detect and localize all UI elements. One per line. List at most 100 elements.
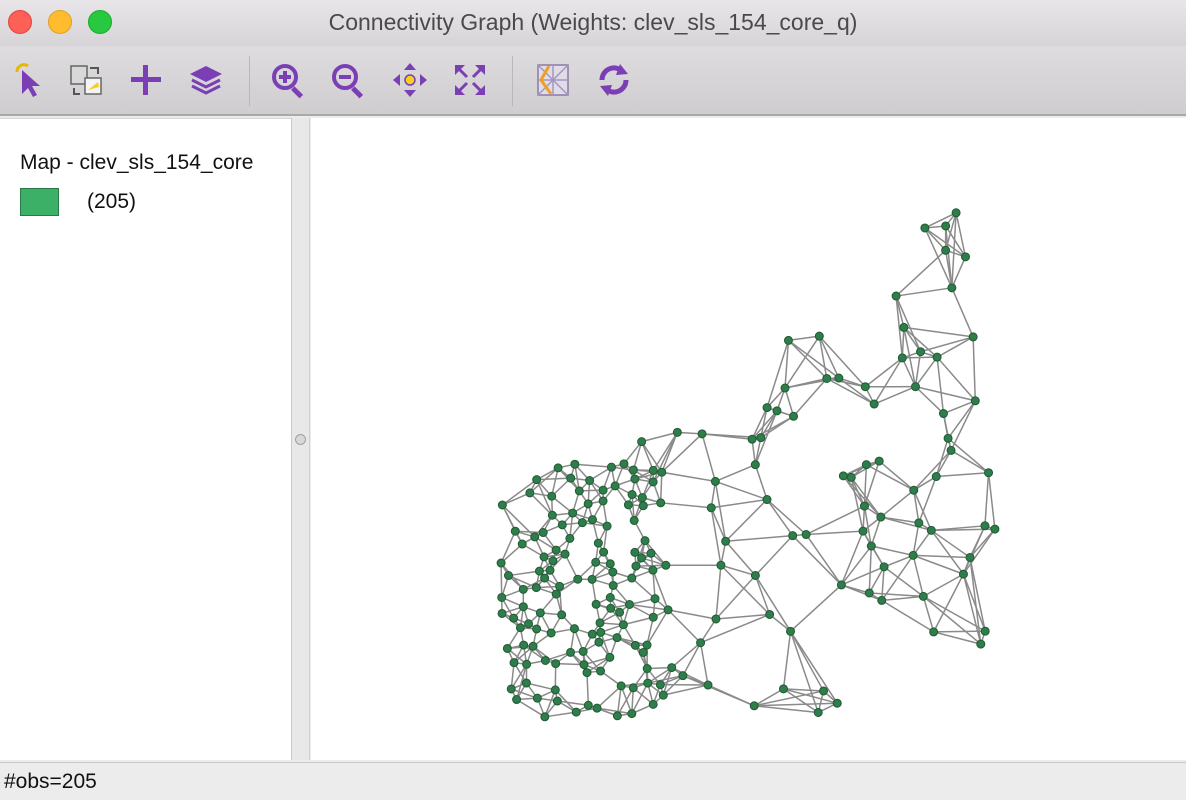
graph-edge (782, 631, 792, 689)
close-window-button[interactable] (8, 10, 32, 34)
graph-node (503, 571, 513, 581)
graph-edge (659, 472, 663, 503)
graph-edge (913, 554, 970, 559)
graph-node (496, 558, 506, 568)
graph-edge (913, 490, 920, 523)
graph-nodes (496, 208, 1000, 722)
graph-edge (629, 603, 654, 618)
graph-node (627, 573, 637, 583)
graph-node (628, 683, 638, 693)
graph-edge (883, 566, 924, 597)
graph-node (697, 429, 707, 439)
graph-edge (725, 498, 768, 542)
panel-splitter[interactable] (292, 118, 310, 760)
graph-edge (671, 642, 702, 669)
graph-edge (783, 688, 838, 704)
graph-edge (500, 530, 516, 564)
graph-edge (574, 463, 612, 468)
graph-edge (754, 535, 794, 576)
graph-node (610, 481, 620, 491)
graph-edge (515, 664, 528, 700)
minimize-window-button[interactable] (48, 10, 72, 34)
graph-node (879, 562, 889, 572)
graph-edge (870, 516, 882, 547)
graph-node (819, 686, 829, 696)
graph-edge (903, 326, 974, 338)
connectivity-graph (496, 208, 1000, 722)
map-canvas[interactable] (311, 118, 1186, 760)
graph-edge (640, 441, 654, 471)
graph-edge (667, 609, 702, 644)
maximize-window-button[interactable] (88, 10, 112, 34)
graph-edge (922, 595, 986, 632)
graph-edge (945, 225, 967, 258)
graph-node (532, 693, 542, 703)
graph-node (510, 526, 520, 536)
graph-edge (501, 479, 538, 506)
graph-node (570, 459, 580, 469)
basemap-icon (537, 64, 569, 96)
graph-edge (557, 700, 589, 707)
graph-edge (754, 705, 819, 714)
graph-node (648, 477, 658, 487)
graph-node (706, 503, 716, 513)
graph-node (899, 322, 909, 332)
graph-edge (868, 545, 873, 594)
graph-edge (596, 685, 622, 709)
graph-node (509, 613, 519, 623)
graph-node (970, 396, 980, 406)
graph-edge (720, 564, 756, 577)
graph-node (606, 603, 616, 613)
graph-edge (841, 584, 883, 602)
graph-node (876, 512, 886, 522)
graph-node (582, 668, 592, 678)
splitter-handle-icon[interactable] (295, 434, 306, 445)
graph-node (909, 485, 919, 495)
graph-edge (871, 545, 914, 557)
graph-edge (863, 460, 880, 507)
graph-edge (751, 410, 778, 440)
graph-edge (922, 573, 964, 598)
graph-edge (944, 225, 953, 288)
graph-edge (984, 472, 990, 526)
selection-shape-icon (70, 65, 102, 95)
graph-node (512, 695, 522, 705)
selection-shape-button[interactable] (66, 60, 106, 100)
graph-edge (913, 489, 932, 531)
graph-node (941, 245, 951, 255)
graph-node (550, 685, 560, 695)
graph-node (943, 433, 953, 443)
graph-edge (754, 575, 771, 615)
layers-button[interactable] (186, 60, 226, 100)
zoom-out-icon (332, 64, 364, 99)
graph-edge (616, 636, 648, 646)
zoom-out-button[interactable] (328, 60, 368, 100)
add-button[interactable] (126, 60, 166, 100)
graph-node (546, 628, 556, 638)
graph-node (588, 515, 598, 525)
full-extent-button[interactable] (450, 60, 490, 100)
pan-button[interactable] (390, 60, 430, 100)
graph-node (518, 602, 528, 612)
graph-edge (922, 595, 982, 645)
graph-edge (924, 227, 947, 251)
graph-edge (554, 689, 577, 713)
legend-swatch[interactable] (20, 188, 59, 216)
legend-title: Map - clev_sls_154_core (20, 151, 254, 174)
graph-node (642, 664, 652, 674)
graph-node (980, 521, 990, 531)
refresh-button[interactable] (594, 60, 634, 100)
select-tool-button[interactable] (8, 60, 48, 100)
graph-edge (943, 400, 976, 415)
graph-edge (532, 645, 557, 665)
graph-node (585, 476, 595, 486)
basemap-button[interactable] (533, 60, 573, 100)
graph-edge (754, 410, 778, 465)
graph-edge (682, 674, 755, 707)
graph-edge (880, 516, 919, 524)
graph-edge (931, 525, 986, 532)
zoom-in-button[interactable] (268, 60, 308, 100)
graph-edge (652, 570, 656, 599)
graph-node (648, 465, 658, 475)
graph-edge (526, 682, 556, 691)
